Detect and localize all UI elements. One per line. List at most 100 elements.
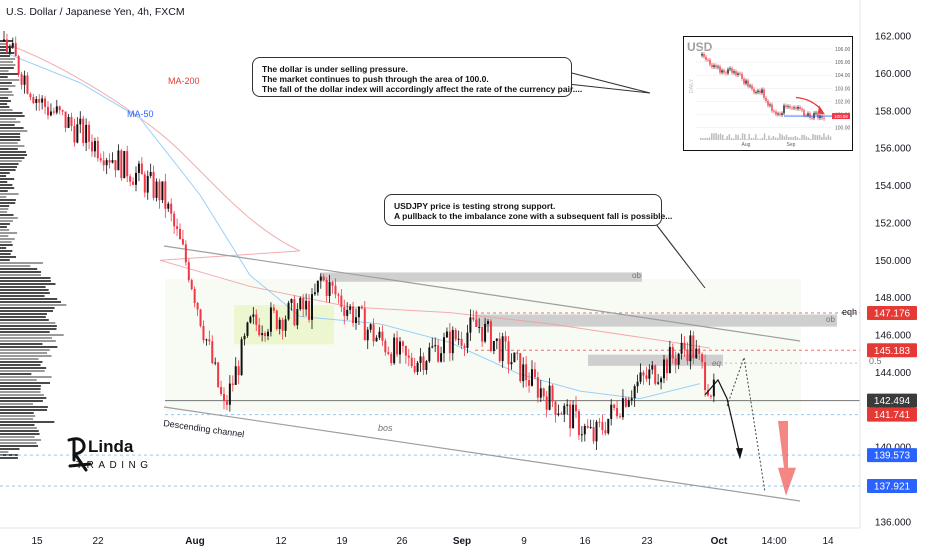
inset-candle-body — [817, 112, 819, 119]
projection — [704, 357, 796, 496]
x-tick-label: Oct — [711, 536, 728, 547]
inset-candle-body — [813, 113, 815, 119]
candle-body — [79, 118, 82, 125]
volume-profile-bar — [0, 421, 55, 423]
candle-body — [111, 160, 114, 163]
inset-candle-body — [709, 59, 711, 65]
candle-body — [624, 398, 627, 407]
price-label: 139.573 — [874, 451, 911, 462]
volume-profile-bar — [0, 262, 43, 264]
inset-volume-bar — [794, 136, 797, 140]
volume-profile-bar — [0, 223, 10, 225]
candle-body — [352, 306, 355, 324]
inset-x-tick: Aug — [742, 142, 751, 148]
volume-profile-bar — [0, 391, 41, 393]
volume-profile-bar — [0, 190, 8, 192]
volume-profile-bar — [0, 193, 19, 195]
candle-body — [466, 332, 469, 348]
volume-profile-bar — [0, 259, 10, 261]
inset-volume-bar — [752, 137, 755, 140]
volume-profile-bar — [0, 184, 13, 186]
candle-body — [287, 302, 290, 320]
candle-body — [387, 352, 390, 354]
inset-candle-body — [783, 105, 785, 114]
candle-body — [651, 365, 654, 370]
candle-body — [407, 355, 410, 358]
candle-body — [642, 372, 645, 376]
volume-profile-bar — [0, 295, 45, 297]
inset-volume-bar — [739, 138, 742, 140]
inset-candle-body — [807, 113, 809, 116]
inset-y-tick: 100.00 — [835, 126, 851, 132]
inset-volume-bar — [818, 134, 821, 140]
inset-candle-body — [733, 71, 735, 73]
price-label-box — [867, 448, 917, 463]
channel-lower-line — [163, 406, 801, 502]
volume-profile-bar — [0, 157, 25, 159]
volume-profile-bar — [0, 244, 13, 246]
candle-body — [583, 425, 586, 435]
volume-profile-bar — [0, 340, 56, 342]
candle-body — [539, 388, 542, 398]
volume-profile-bar — [0, 145, 25, 147]
volume-profile — [0, 40, 67, 459]
volume-profile-bar — [0, 226, 7, 228]
inset-volume-bar — [825, 136, 827, 140]
inset-svg: USD DAILY 106.00 105.00 104.00 103.00 102.00 10… — [687, 40, 851, 148]
volume-profile-bar — [0, 292, 50, 294]
candle-body — [674, 358, 677, 365]
volume-profile-bar — [0, 85, 16, 87]
volume-profile-bar — [0, 127, 24, 129]
volume-profile-bar — [0, 202, 16, 204]
candle-body — [701, 354, 704, 362]
candle-body — [96, 140, 99, 159]
inset-candle-body — [763, 89, 765, 98]
volume-profile-bar — [0, 358, 39, 360]
inset-candle-body — [713, 65, 715, 67]
volume-profile-bar — [0, 166, 18, 168]
candle-body — [575, 404, 577, 412]
volume-profile-bar — [0, 253, 11, 255]
volume-profile-bar — [0, 100, 11, 102]
candle-body — [55, 106, 58, 113]
volume-profile-bar — [0, 397, 47, 399]
candle-body — [566, 404, 569, 406]
volume-profile-bar — [0, 310, 53, 312]
volume-profile-bar — [0, 385, 41, 387]
volume-profile-bar — [0, 424, 35, 426]
inset-candle-body — [717, 66, 719, 68]
candle-body — [91, 141, 93, 152]
candle-body — [654, 365, 657, 384]
candle-body — [82, 118, 85, 143]
volume-profile-bar — [0, 205, 10, 207]
logo-text-bottom: TRADING — [76, 460, 153, 471]
volume-profile-bar — [0, 121, 21, 123]
volume-profile-bar — [0, 307, 55, 309]
candle-body — [513, 352, 516, 363]
candle-body — [545, 396, 548, 410]
volume-profile-bar — [0, 289, 49, 291]
inset-volume-bar — [744, 133, 746, 140]
volume-profile-bar — [0, 247, 7, 249]
candle-body — [88, 124, 91, 142]
volume-profile-bar — [0, 91, 13, 93]
candle-body — [32, 97, 35, 104]
candle-body — [272, 307, 275, 311]
inset-volume-bar — [713, 133, 715, 140]
volume-profile-bar — [0, 163, 19, 165]
candle-body — [170, 203, 173, 214]
candle-body — [563, 405, 566, 415]
candle-body — [149, 171, 152, 177]
volume-profile-bar — [0, 418, 34, 420]
ma-50-line — [9, 54, 701, 400]
candle-body — [67, 116, 70, 128]
candle-body — [440, 353, 443, 362]
volume-profile-bar — [0, 196, 7, 198]
callout-line: A pullback to the imbalance zone with a … — [394, 211, 673, 221]
candle-body — [179, 228, 181, 240]
inset-candle-body — [779, 113, 781, 115]
volume-profile-bar — [0, 382, 51, 384]
inset-volume-bar — [814, 134, 816, 140]
